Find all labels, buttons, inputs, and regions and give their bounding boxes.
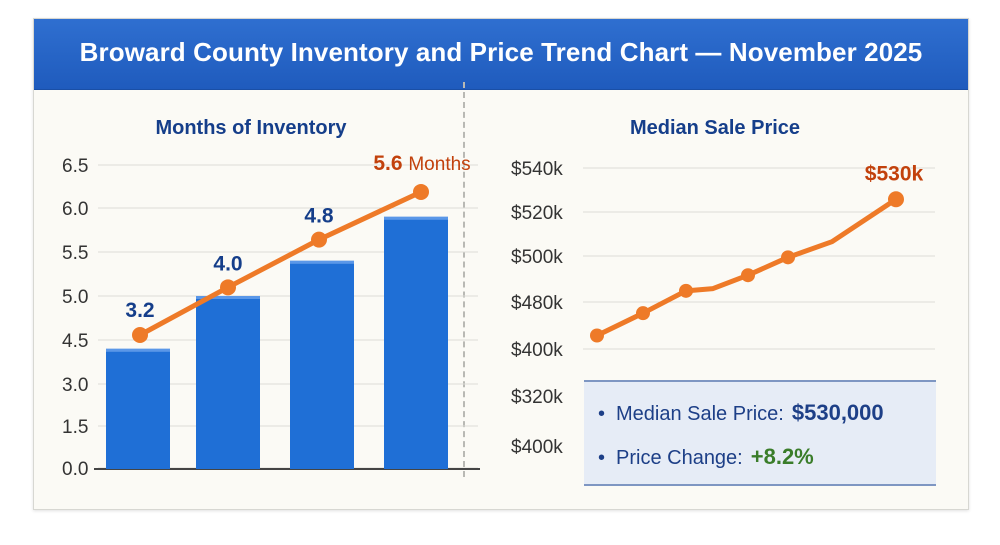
y-tick-label: $500k: [511, 247, 563, 268]
chart-title: Broward County Inventory and Price Trend…: [79, 37, 923, 67]
y-tick-label: $540k: [511, 159, 563, 180]
header-banner: Broward County Inventory and Price Trend…: [34, 19, 968, 90]
summary-label-change: Price Change:: [616, 447, 743, 469]
inventory-data-label: 5.6 Months: [373, 152, 470, 175]
bullet-marker: •: [598, 403, 606, 425]
summary-row-median: • Median Sale Price: $530,000: [598, 400, 884, 426]
inventory-bar: [196, 296, 260, 469]
price-trend-point: [636, 306, 650, 321]
y-tick-label: $320k: [511, 387, 563, 408]
inventory-bar: [384, 216, 448, 469]
y-tick-label: 5.0: [62, 287, 88, 308]
y-tick-label: 5.5: [62, 243, 88, 264]
inventory-trend-point: [220, 279, 236, 296]
y-tick-label: $480k: [511, 293, 563, 314]
chart-card: Broward County Inventory and Price Trend…: [33, 18, 969, 510]
y-tick-label: 6.5: [62, 156, 88, 177]
price-trend-point: [590, 328, 604, 343]
price-trend-point: [888, 191, 904, 208]
price-trend-point: [679, 283, 693, 298]
inventory-data-label: 4.0: [213, 252, 242, 275]
y-tick-label: 3.0: [62, 375, 88, 396]
y-tick-label: 4.5: [62, 331, 88, 352]
inventory-bar: [290, 260, 354, 469]
summary-value-change: +8.2%: [750, 444, 814, 469]
y-tick-label: $400k: [511, 437, 563, 458]
inventory-panel-title: Months of Inventory: [155, 117, 347, 139]
summary-label-median: Median Sale Price:: [616, 403, 784, 425]
inventory-bar-highlight: [196, 296, 260, 299]
y-tick-label: 0.0: [62, 459, 88, 480]
inventory-trend-point: [311, 231, 327, 248]
inventory-trend-point: [132, 327, 148, 343]
y-tick-label: 6.0: [62, 199, 88, 220]
y-tick-label: $400k: [511, 340, 563, 361]
inventory-trend-point: [413, 183, 429, 200]
summary-box: • Median Sale Price: $530,000 • Price Chang…: [584, 380, 936, 486]
inventory-data-label: 3.2: [125, 299, 154, 322]
price-trend-line: [594, 196, 899, 338]
panel-divider: [463, 82, 465, 477]
inventory-bar-highlight: [290, 260, 354, 264]
inventory-bar-highlight: [106, 348, 170, 352]
price-panel-title: Median Sale Price: [630, 117, 800, 139]
inventory-bar-highlight: [384, 216, 448, 220]
price-trend-point: [741, 268, 755, 283]
summary-row-change: • Price Change: +8.2%: [598, 444, 814, 470]
y-tick-label: 1.5: [62, 417, 88, 438]
price-end-label: $530k: [865, 162, 924, 185]
y-tick-label: $520k: [511, 203, 563, 224]
summary-value-median: $530,000: [791, 400, 884, 425]
inventory-data-label: 4.8: [304, 205, 334, 228]
price-trend-point: [781, 250, 795, 265]
inventory-bar: [106, 348, 170, 469]
bullet-marker: •: [598, 447, 606, 469]
inventory-trend-line: [137, 189, 424, 338]
